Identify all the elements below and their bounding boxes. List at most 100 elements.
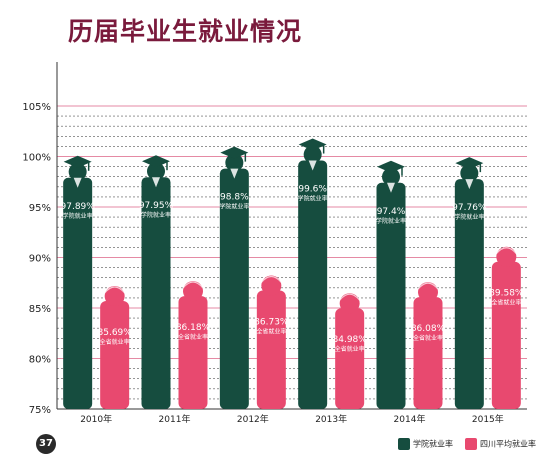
province-sub-label: 全省就业率 [335, 345, 365, 353]
school-bar [219, 168, 249, 409]
school-bar [141, 177, 171, 409]
province-sub-label: 全省就业率 [491, 299, 521, 307]
graduation-cap-icon [63, 155, 92, 168]
school-bar-group: 99.6%学院就业率 [298, 138, 328, 409]
school-rate-label: 97.95% [139, 201, 174, 211]
graduate-head-icon [68, 162, 87, 181]
collar-icon [387, 182, 395, 193]
legend-school: 学院就业率 [398, 438, 453, 450]
province-sub-label: 全省就业率 [413, 334, 443, 342]
province-rate-label: 86.08% [411, 324, 446, 334]
y-tick-label: 80% [29, 355, 51, 366]
legend-province: 四川平均就业率 [465, 438, 536, 450]
person-hair-icon [495, 247, 517, 255]
graduation-cap-icon [377, 160, 405, 173]
graduation-cap-icon [220, 146, 249, 159]
graduate-head-icon [460, 164, 479, 183]
y-tick-label: 90% [29, 254, 51, 265]
page-title: 历届毕业生就业情况 [68, 17, 303, 46]
collar-icon [73, 177, 82, 188]
legend-province-label: 四川平均就业率 [480, 439, 536, 449]
person-hair-icon [182, 281, 204, 289]
x-tick-label: 2015年 [472, 413, 504, 425]
person-hair-icon [260, 275, 282, 283]
school-sub-label: 学院就业率 [454, 213, 484, 221]
person-head-icon [261, 275, 282, 296]
school-sub-label: 学院就业率 [376, 217, 406, 225]
y-tick-label: 95% [29, 203, 51, 214]
province-bar-group: 86.73%全省就业率 [254, 275, 289, 409]
person-head-icon [418, 282, 438, 303]
x-tick-label: 2011年 [159, 413, 191, 425]
province-rate-label: 86.73% [254, 318, 289, 328]
province-bar-group: 89.58%全省就业率 [489, 246, 524, 409]
school-bar [63, 177, 93, 409]
province-sub-label: 全省就业率 [178, 333, 208, 341]
school-sub-label: 学院就业率 [298, 195, 328, 203]
person-head-icon [496, 246, 517, 267]
legend-school-label: 学院就业率 [413, 439, 453, 449]
graduate-head-icon [382, 167, 400, 186]
collar-icon [465, 179, 474, 190]
province-rate-label: 85.69% [98, 328, 133, 338]
province-bar [413, 297, 443, 409]
province-bar [178, 296, 208, 409]
graduate-head-icon [147, 162, 165, 181]
person-legend-icon [465, 438, 477, 450]
school-bar [376, 182, 406, 409]
x-tick-label: 2010年 [80, 413, 112, 425]
province-sub-label: 全省就业率 [256, 328, 286, 336]
school-bar-group: 97.95%学院就业率 [139, 155, 174, 409]
school-bar-group: 97.76%学院就业率 [452, 157, 487, 409]
province-rate-label: 84.98% [333, 335, 368, 345]
graduation-cap-icon [455, 157, 484, 170]
school-rate-label: 98.8% [220, 193, 249, 203]
person-head-icon [104, 286, 125, 307]
graduate-head-icon [303, 145, 322, 164]
province-bar-group: 85.69%全省就业率 [98, 286, 133, 409]
y-tick-label: 100% [22, 153, 51, 164]
x-tick-label: 2014年 [394, 413, 426, 425]
page-number: 37 [36, 434, 56, 454]
y-tick-label: 85% [29, 304, 51, 315]
school-bar [298, 160, 328, 409]
province-sub-label: 全省就业率 [100, 338, 130, 346]
school-bar-group: 97.89%学院就业率 [61, 155, 96, 409]
collar-icon [230, 168, 239, 179]
collar-icon [152, 177, 160, 188]
y-tick-label: 75% [29, 405, 51, 416]
school-rate-label: 97.4% [377, 207, 406, 217]
school-sub-label: 学院就业率 [141, 211, 171, 219]
graduate-head-icon [225, 153, 244, 172]
school-rate-label: 97.89% [61, 202, 96, 212]
school-rate-label: 99.6% [298, 185, 327, 195]
y-tick-label: 105% [22, 102, 51, 113]
province-bar [491, 261, 521, 409]
graduation-cap-icon [298, 138, 327, 151]
province-rate-label: 89.58% [489, 289, 524, 299]
person-head-icon [339, 293, 360, 314]
person-head-icon [183, 281, 203, 302]
province-bar-group: 86.18%全省就业率 [176, 281, 211, 409]
school-sub-label: 学院就业率 [219, 203, 249, 211]
school-rate-label: 97.76% [452, 203, 487, 213]
person-hair-icon [417, 282, 439, 290]
person-hair-icon [104, 286, 126, 294]
province-bar-group: 84.98%全省就业率 [333, 293, 368, 409]
province-bar [100, 301, 130, 409]
graduation-cap-icon [142, 155, 170, 168]
school-bar-group: 98.8%学院就业率 [219, 146, 249, 409]
province-bar [256, 290, 286, 409]
school-bar [454, 179, 484, 409]
school-bar-group: 97.4%学院就业率 [376, 160, 406, 409]
person-hair-icon [339, 293, 361, 301]
province-bar-group: 86.08%全省就业率 [411, 282, 446, 409]
province-rate-label: 86.18% [176, 323, 211, 333]
school-sub-label: 学院就业率 [63, 212, 93, 220]
collar-icon [308, 160, 317, 171]
x-tick-label: 2013年 [315, 413, 347, 425]
x-tick-label: 2012年 [237, 413, 269, 425]
province-bar [335, 308, 365, 409]
graduate-legend-icon [398, 438, 410, 450]
